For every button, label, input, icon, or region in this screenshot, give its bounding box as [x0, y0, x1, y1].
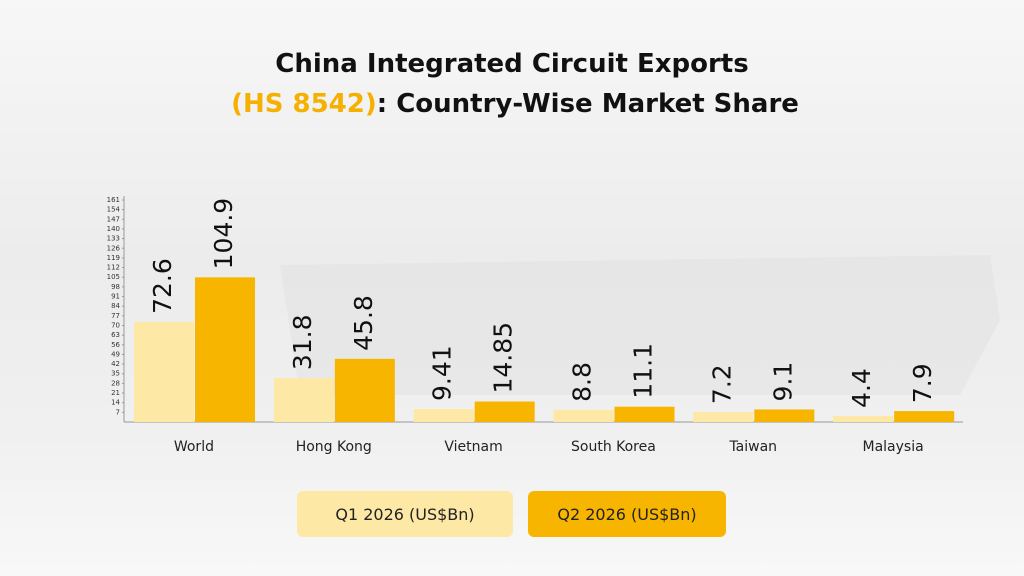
value-label: 14.85: [489, 322, 518, 394]
bar: [833, 415, 894, 422]
chart-title: China Integrated Circuit Exports: [275, 49, 748, 79]
y-tick-label: 147: [107, 215, 120, 223]
y-tick-label: 133: [107, 235, 120, 243]
bar: [474, 401, 535, 422]
x-tick-label: Taiwan: [728, 439, 777, 455]
x-tick-label: South Korea: [571, 439, 656, 455]
value-label: 8.8: [568, 362, 597, 402]
y-tick-label: 112: [107, 264, 120, 272]
value-label: 4.4: [847, 368, 876, 408]
value-label: 104.9: [209, 198, 238, 270]
legend-label: Q2 2026 (US$Bn): [557, 505, 696, 524]
value-label: 72.6: [148, 258, 177, 314]
value-label: 9.1: [768, 362, 797, 402]
y-tick-label: 56: [111, 341, 120, 349]
y-tick-label: 28: [111, 379, 120, 387]
y-tick-label: 126: [107, 244, 121, 252]
value-label: 31.8: [288, 314, 317, 370]
y-tick-label: 70: [111, 321, 120, 329]
y-tick-label: 49: [111, 350, 120, 358]
bar: [134, 321, 194, 422]
x-tick-label: Vietnam: [444, 439, 502, 455]
y-tick-label: 154: [107, 206, 121, 214]
y-tick-label: 63: [111, 331, 120, 339]
x-tick-label: World: [174, 439, 214, 455]
y-tick-label: 119: [107, 254, 120, 262]
x-tick-label: Malaysia: [862, 439, 923, 455]
value-label: 9.41: [428, 345, 457, 401]
y-tick-label: 7: [116, 408, 120, 416]
y-tick-label: 105: [107, 273, 120, 281]
bar: [614, 406, 675, 422]
y-tick-label: 84: [111, 302, 120, 310]
bar: [894, 411, 955, 422]
title-code: (HS 8542): [231, 89, 377, 119]
y-tick-label: 98: [111, 283, 120, 291]
y-tick-label: 21: [111, 389, 120, 397]
legend-label: Q1 2026 (US$Bn): [335, 505, 474, 524]
bar: [334, 358, 395, 422]
y-tick-label: 77: [111, 312, 120, 320]
bar: [693, 412, 754, 422]
legend-swatch: [297, 491, 513, 537]
value-label: 7.2: [707, 364, 736, 404]
y-tick-label: 42: [111, 360, 120, 368]
value-label: 45.8: [349, 295, 378, 351]
bar: [413, 409, 474, 422]
chart-subtitle: (HS 8542): Country-Wise Market Share: [231, 89, 799, 119]
ship-silhouette: [280, 255, 1000, 395]
bar: [754, 409, 815, 422]
y-tick-label: 140: [107, 225, 120, 233]
bar: [195, 277, 255, 422]
title-rest: : Country-Wise Market Share: [377, 89, 799, 119]
value-label: 7.9: [908, 363, 937, 403]
y-tick-label: 91: [111, 293, 120, 301]
y-tick-label: 161: [107, 196, 120, 204]
bar: [553, 409, 614, 422]
y-tick-label: 35: [111, 370, 120, 378]
bar: [273, 378, 334, 422]
y-tick-label: 14: [111, 399, 120, 407]
x-tick-label: Hong Kong: [296, 439, 372, 455]
legend-swatch: [528, 491, 726, 537]
value-label: 11.1: [629, 343, 658, 399]
